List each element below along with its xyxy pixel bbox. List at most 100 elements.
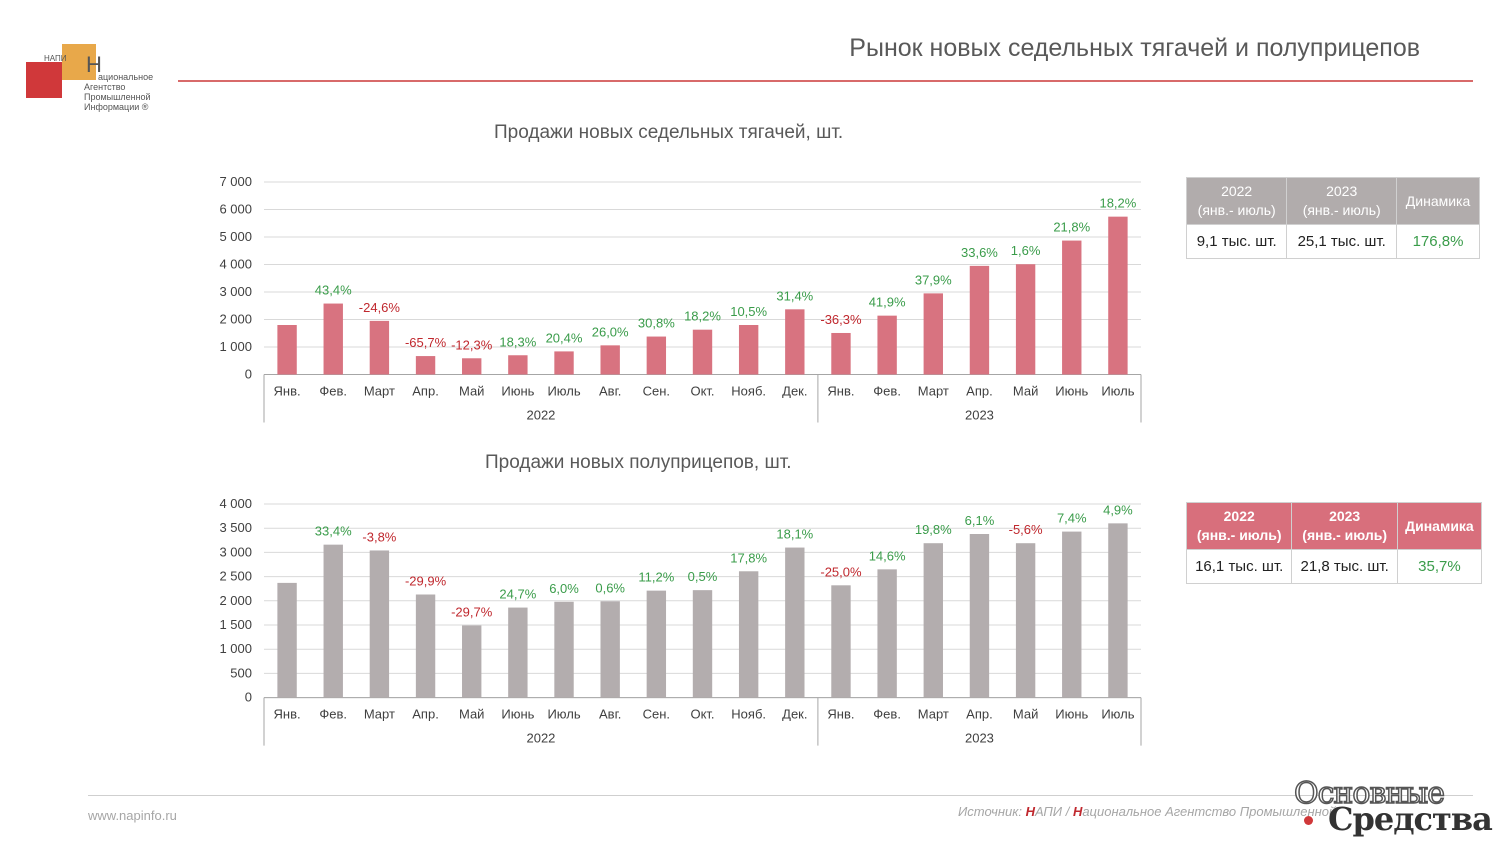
- logo-line-4: Информации ®: [84, 102, 149, 112]
- footer-divider: [88, 795, 1473, 796]
- bar-5: [508, 355, 528, 375]
- category-label: Июнь: [1055, 384, 1088, 399]
- source-n2: Н: [1072, 804, 1083, 819]
- category-label: Июль: [1101, 384, 1134, 399]
- data-label: 18,2%: [684, 309, 721, 324]
- y-tick-label: 4 000: [219, 496, 252, 511]
- data-label: 37,9%: [915, 272, 952, 287]
- watermark: Основные Средства: [1290, 775, 1493, 838]
- category-label: Нояб.: [731, 707, 766, 722]
- data-label: 18,3%: [499, 334, 536, 349]
- logo-line-3: Промышленной: [84, 92, 151, 102]
- logo-text: ациональное Агентство Промышленной Инфор…: [84, 72, 153, 112]
- data-label: -3,8%: [362, 529, 396, 544]
- y-tick-label: 4 000: [219, 257, 252, 272]
- bar-6: [554, 601, 574, 698]
- category-label: Янв.: [827, 707, 854, 722]
- table-header-2023: 2023 (янв.- июль): [1286, 177, 1398, 225]
- bar-13: [877, 315, 897, 375]
- data-label: 41,9%: [869, 295, 906, 310]
- data-label: 11,2%: [638, 570, 674, 585]
- data-label: 0,5%: [688, 569, 718, 584]
- bar-2: [369, 550, 390, 698]
- bar-3: [415, 594, 436, 698]
- category-label: Май: [1013, 384, 1038, 399]
- category-label: Фев.: [319, 707, 347, 722]
- category-label: Сен.: [643, 384, 670, 399]
- category-label: Март: [364, 384, 395, 399]
- bar-7: [600, 345, 620, 375]
- data-label: 21,8%: [1053, 220, 1090, 235]
- data-label: 18,1%: [776, 527, 813, 542]
- bar-0: [277, 582, 297, 698]
- bar-6: [554, 351, 574, 375]
- table-cell-dynamics: 35,7%: [1396, 549, 1483, 584]
- chart-title-trailers: Продажи новых полуприцепов, шт.: [485, 452, 792, 473]
- source-prefix: Источник:: [958, 804, 1026, 819]
- table-cell-dynamics: 176,8%: [1396, 224, 1480, 259]
- data-label: 24,7%: [499, 587, 536, 602]
- category-label: Май: [459, 707, 484, 722]
- data-label: 33,4%: [315, 524, 352, 539]
- table-header-2022: 2022 (янв.- июль): [1185, 177, 1288, 225]
- data-label: 18,2%: [1099, 196, 1136, 211]
- website-link[interactable]: www.napinfo.ru: [88, 808, 177, 823]
- source-mid: АПИ /: [1035, 804, 1073, 819]
- y-tick-label: 3 000: [219, 544, 252, 559]
- watermark-line-1: Основные: [1293, 775, 1445, 812]
- bar-1: [323, 544, 343, 698]
- category-label: Апр.: [412, 707, 439, 722]
- y-tick-label: 3 500: [219, 520, 252, 535]
- y-tick-label: 500: [230, 665, 252, 680]
- y-tick-label: 1 000: [219, 641, 252, 656]
- bar-15: [969, 534, 990, 698]
- table-header-dynamics: Динамика: [1396, 177, 1480, 225]
- category-label: Май: [1013, 707, 1038, 722]
- data-label: 20,4%: [546, 330, 583, 345]
- header-divider: [178, 80, 1473, 82]
- bar-4: [462, 358, 482, 375]
- bar-14: [923, 293, 943, 375]
- bar-0: [277, 325, 297, 375]
- bar-8: [646, 336, 667, 375]
- data-label: 0,6%: [595, 580, 625, 595]
- category-label: Янв.: [274, 707, 301, 722]
- y-tick-label: 0: [245, 690, 252, 705]
- bar-11: [785, 309, 805, 375]
- data-label: 33,6%: [961, 245, 998, 260]
- year-group-label: 2023: [965, 731, 994, 746]
- bar-1: [323, 303, 343, 375]
- bar-16: [1015, 543, 1036, 698]
- chart-title-tractors: Продажи новых седельных тягачей, шт.: [494, 122, 844, 143]
- data-label: -29,9%: [405, 574, 447, 589]
- year-group-label: 2022: [526, 731, 555, 746]
- logo-abbr: НАПИ: [44, 54, 67, 63]
- table-header-2023: 2023 (янв.- июль): [1291, 502, 1398, 550]
- category-label: Июнь: [501, 707, 534, 722]
- category-label: Янв.: [274, 384, 301, 399]
- category-label: Фев.: [319, 384, 347, 399]
- category-label: Дек.: [782, 707, 807, 722]
- y-tick-label: 2 000: [219, 312, 252, 327]
- bar-10: [738, 325, 759, 375]
- year-group-label: 2023: [965, 408, 994, 423]
- logo-letter: Н: [86, 52, 102, 77]
- category-label: Окт.: [690, 384, 714, 399]
- bar-2: [369, 320, 390, 375]
- data-label: 30,8%: [638, 316, 675, 331]
- logo-orange-square: [62, 44, 96, 80]
- year-group-label: 2022: [526, 408, 555, 423]
- source-note: Источник: НАПИ / Национальное Агентство …: [958, 804, 1336, 819]
- table-cell-2022: 16,1 тыс. шт.: [1185, 549, 1293, 584]
- table-cell-2022: 9,1 тыс. шт.: [1185, 224, 1288, 259]
- category-label: Нояб.: [731, 384, 766, 399]
- data-label: 19,8%: [915, 522, 952, 537]
- data-label: 14,6%: [869, 548, 906, 563]
- bar-7: [600, 601, 620, 698]
- bar-9: [692, 329, 713, 375]
- category-label: Янв.: [827, 384, 854, 399]
- category-label: Апр.: [412, 384, 439, 399]
- category-label: Апр.: [966, 384, 993, 399]
- bar-18: [1108, 523, 1128, 698]
- bar-18: [1108, 216, 1128, 375]
